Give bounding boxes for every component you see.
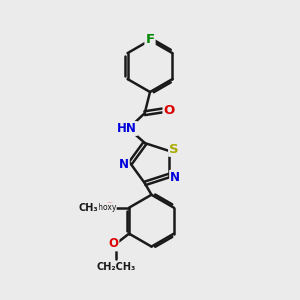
Text: F: F [146, 33, 154, 46]
Text: CH₂CH₃: CH₂CH₃ [96, 262, 135, 272]
Text: O: O [108, 237, 118, 250]
Text: N: N [119, 158, 129, 171]
Text: O: O [164, 104, 175, 117]
Text: S: S [169, 143, 179, 156]
Text: HN: HN [117, 122, 137, 135]
Text: N: N [170, 171, 180, 184]
Text: O: O [105, 201, 115, 214]
Text: methoxy: methoxy [83, 202, 116, 211]
Text: CH₃: CH₃ [79, 203, 98, 213]
